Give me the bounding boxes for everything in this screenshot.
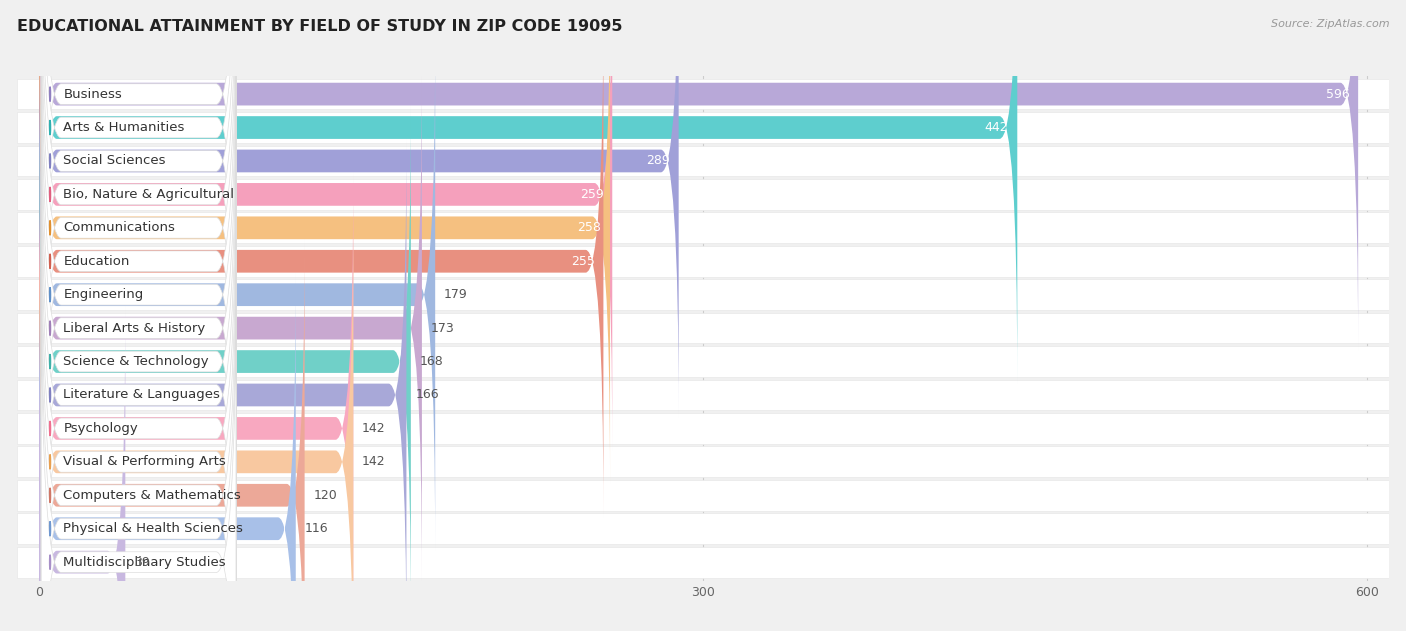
- Text: 259: 259: [579, 188, 603, 201]
- FancyBboxPatch shape: [39, 0, 612, 451]
- Text: 596: 596: [1326, 88, 1350, 100]
- FancyBboxPatch shape: [17, 246, 1389, 276]
- Text: Social Sciences: Social Sciences: [63, 155, 166, 167]
- FancyBboxPatch shape: [39, 206, 353, 631]
- FancyBboxPatch shape: [17, 313, 1389, 343]
- FancyBboxPatch shape: [39, 0, 610, 484]
- FancyBboxPatch shape: [41, 138, 236, 631]
- Text: 168: 168: [420, 355, 443, 368]
- Text: 289: 289: [645, 155, 669, 167]
- FancyBboxPatch shape: [17, 179, 1389, 209]
- Text: Computers & Mathematics: Computers & Mathematics: [63, 489, 240, 502]
- FancyBboxPatch shape: [17, 79, 1389, 110]
- Text: Psychology: Psychology: [63, 422, 138, 435]
- FancyBboxPatch shape: [41, 271, 236, 631]
- Text: Visual & Performing Arts: Visual & Performing Arts: [63, 456, 226, 468]
- Text: Science & Technology: Science & Technology: [63, 355, 209, 368]
- FancyBboxPatch shape: [17, 213, 1389, 243]
- Text: Literature & Languages: Literature & Languages: [63, 389, 221, 401]
- Text: Engineering: Engineering: [63, 288, 143, 301]
- FancyBboxPatch shape: [39, 0, 679, 417]
- FancyBboxPatch shape: [39, 105, 411, 618]
- FancyBboxPatch shape: [41, 0, 236, 551]
- Text: 442: 442: [984, 121, 1008, 134]
- FancyBboxPatch shape: [39, 239, 305, 631]
- Text: Source: ZipAtlas.com: Source: ZipAtlas.com: [1271, 19, 1389, 29]
- Text: Multidisciplinary Studies: Multidisciplinary Studies: [63, 556, 226, 569]
- Text: Physical & Health Sciences: Physical & Health Sciences: [63, 522, 243, 535]
- Text: 120: 120: [314, 489, 337, 502]
- FancyBboxPatch shape: [41, 0, 236, 451]
- FancyBboxPatch shape: [39, 72, 422, 584]
- FancyBboxPatch shape: [39, 172, 353, 631]
- Text: 39: 39: [134, 556, 150, 569]
- FancyBboxPatch shape: [41, 238, 236, 631]
- FancyBboxPatch shape: [39, 139, 406, 631]
- FancyBboxPatch shape: [41, 0, 236, 485]
- FancyBboxPatch shape: [41, 0, 236, 418]
- FancyBboxPatch shape: [17, 280, 1389, 310]
- Text: 142: 142: [363, 456, 385, 468]
- FancyBboxPatch shape: [41, 172, 236, 631]
- FancyBboxPatch shape: [39, 306, 125, 631]
- FancyBboxPatch shape: [41, 0, 236, 385]
- FancyBboxPatch shape: [17, 480, 1389, 510]
- FancyBboxPatch shape: [17, 546, 1389, 577]
- Text: EDUCATIONAL ATTAINMENT BY FIELD OF STUDY IN ZIP CODE 19095: EDUCATIONAL ATTAINMENT BY FIELD OF STUDY…: [17, 19, 623, 34]
- Text: 173: 173: [430, 322, 454, 334]
- FancyBboxPatch shape: [39, 5, 603, 517]
- FancyBboxPatch shape: [17, 447, 1389, 477]
- FancyBboxPatch shape: [39, 0, 1358, 350]
- FancyBboxPatch shape: [41, 0, 236, 518]
- FancyBboxPatch shape: [17, 514, 1389, 544]
- Text: Arts & Humanities: Arts & Humanities: [63, 121, 184, 134]
- Text: 258: 258: [578, 221, 602, 234]
- Text: 166: 166: [415, 389, 439, 401]
- FancyBboxPatch shape: [17, 380, 1389, 410]
- Text: 116: 116: [305, 522, 328, 535]
- FancyBboxPatch shape: [41, 71, 236, 631]
- Text: Bio, Nature & Agricultural: Bio, Nature & Agricultural: [63, 188, 235, 201]
- Text: Business: Business: [63, 88, 122, 100]
- Text: 142: 142: [363, 422, 385, 435]
- FancyBboxPatch shape: [39, 0, 1018, 384]
- FancyBboxPatch shape: [39, 38, 436, 551]
- FancyBboxPatch shape: [41, 38, 236, 618]
- Text: Communications: Communications: [63, 221, 176, 234]
- FancyBboxPatch shape: [41, 4, 236, 585]
- Text: Liberal Arts & History: Liberal Arts & History: [63, 322, 205, 334]
- FancyBboxPatch shape: [17, 413, 1389, 444]
- FancyBboxPatch shape: [17, 346, 1389, 377]
- Text: Education: Education: [63, 255, 129, 268]
- FancyBboxPatch shape: [17, 112, 1389, 143]
- FancyBboxPatch shape: [41, 205, 236, 631]
- FancyBboxPatch shape: [17, 146, 1389, 176]
- FancyBboxPatch shape: [41, 105, 236, 631]
- FancyBboxPatch shape: [39, 273, 295, 631]
- Text: 255: 255: [571, 255, 595, 268]
- Text: 179: 179: [444, 288, 468, 301]
